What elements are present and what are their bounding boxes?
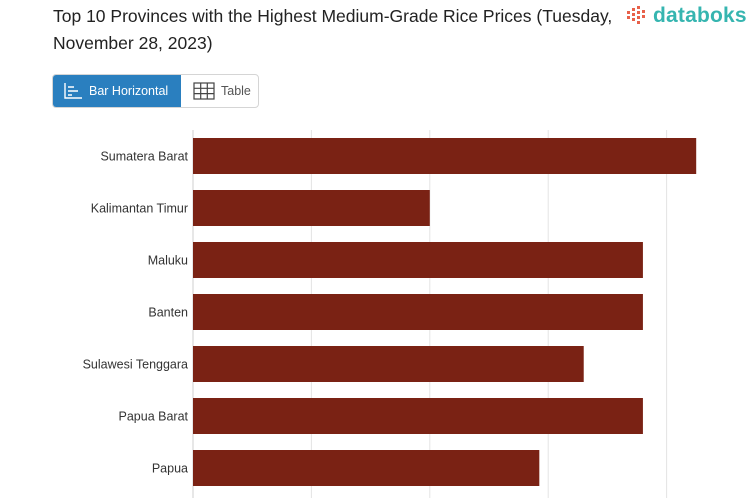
category-label: Kalimantan Timur <box>91 202 188 216</box>
bar-kalimantan-timur[interactable] <box>193 190 430 226</box>
bar-banten[interactable] <box>193 294 643 330</box>
bar-papua[interactable] <box>193 450 540 486</box>
bar-sumatera-barat[interactable] <box>193 138 697 174</box>
bar-horizontal-label: Bar Horizontal <box>89 84 169 98</box>
category-label: Sulawesi Tenggara <box>83 358 188 372</box>
table-button[interactable]: Table <box>181 75 258 107</box>
category-label: Maluku <box>148 254 188 268</box>
bar-horizontal-icon <box>64 83 82 99</box>
bar-sulawesi-tenggara[interactable] <box>193 346 584 382</box>
table-label: Table <box>221 84 251 98</box>
bar-chart: Sumatera Barat Kalimantan Timur Maluku Bant… <box>83 130 697 498</box>
category-labels: Sumatera Barat Kalimantan Timur Maluku Bant… <box>83 150 189 476</box>
table-grid-icon <box>193 82 215 100</box>
category-label: Banten <box>148 306 188 320</box>
bar-dots-icon <box>627 6 645 24</box>
bar-maluku[interactable] <box>193 242 643 278</box>
logo-text: databoks <box>653 4 747 27</box>
databoks-logo: databoks <box>626 3 747 29</box>
bars <box>193 138 697 486</box>
category-label: Papua <box>152 462 188 476</box>
category-label: Sumatera Barat <box>100 150 188 164</box>
bar-papua-barat[interactable] <box>193 398 643 434</box>
bar-horizontal-button[interactable]: Bar Horizontal <box>53 75 181 107</box>
chart-title: Top 10 Provinces with the Highest Medium… <box>53 6 613 53</box>
view-toggle: Bar Horizontal Table <box>52 74 259 108</box>
category-label: Papua Barat <box>119 410 189 424</box>
